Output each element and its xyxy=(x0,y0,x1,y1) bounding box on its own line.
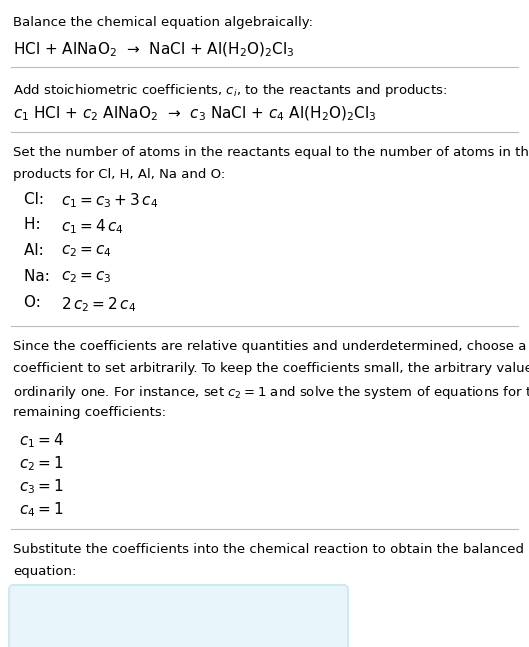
Text: remaining coefficients:: remaining coefficients: xyxy=(13,406,166,419)
Text: Balance the chemical equation algebraically:: Balance the chemical equation algebraica… xyxy=(13,16,313,28)
Text: Na:: Na: xyxy=(24,269,54,284)
Text: Add stoichiometric coefficients, $c_i$, to the reactants and products:: Add stoichiometric coefficients, $c_i$, … xyxy=(13,82,448,98)
Text: Cl:: Cl: xyxy=(24,192,49,206)
Text: $c_4 = 1$: $c_4 = 1$ xyxy=(19,501,63,520)
Text: Set the number of atoms in the reactants equal to the number of atoms in the: Set the number of atoms in the reactants… xyxy=(13,146,529,159)
Text: $c_2 = c_3$: $c_2 = c_3$ xyxy=(61,269,112,285)
Text: $c_2 = c_4$: $c_2 = c_4$ xyxy=(61,243,112,259)
Text: coefficient to set arbitrarily. To keep the coefficients small, the arbitrary va: coefficient to set arbitrarily. To keep … xyxy=(13,362,529,375)
Text: O:: O: xyxy=(24,295,45,310)
Text: $c_1$ HCl + $c_2$ AlNaO$_2$  →  $c_3$ NaCl + $c_4$ Al(H$_2$O)$_2$Cl$_3$: $c_1$ HCl + $c_2$ AlNaO$_2$ → $c_3$ NaCl… xyxy=(13,105,377,123)
Text: Answer:: Answer: xyxy=(21,602,75,615)
Text: $c_2 = 1$: $c_2 = 1$ xyxy=(19,454,63,473)
Text: $c_1 = 4\,c_4$: $c_1 = 4\,c_4$ xyxy=(61,217,124,236)
Text: HCl + AlNaO$_2$  →  NaCl + Al(H$_2$O)$_2$Cl$_3$: HCl + AlNaO$_2$ → NaCl + Al(H$_2$O)$_2$C… xyxy=(13,40,295,58)
Text: $c_1 = 4$: $c_1 = 4$ xyxy=(19,431,63,450)
Text: 4 HCl + AlNaO$_2$  →  NaCl + Al(H$_2$O)$_2$Cl$_3$: 4 HCl + AlNaO$_2$ → NaCl + Al(H$_2$O)$_2… xyxy=(21,628,332,646)
Text: Al:: Al: xyxy=(24,243,49,258)
Text: $c_3 = 1$: $c_3 = 1$ xyxy=(19,477,63,496)
Text: $c_1 = c_3 + 3\,c_4$: $c_1 = c_3 + 3\,c_4$ xyxy=(61,192,158,210)
Text: $2\,c_2 = 2\,c_4$: $2\,c_2 = 2\,c_4$ xyxy=(61,295,136,314)
Text: equation:: equation: xyxy=(13,565,77,578)
Text: Since the coefficients are relative quantities and underdetermined, choose a: Since the coefficients are relative quan… xyxy=(13,340,526,353)
Text: products for Cl, H, Al, Na and O:: products for Cl, H, Al, Na and O: xyxy=(13,168,225,181)
Text: ordinarily one. For instance, set $c_2 = 1$ and solve the system of equations fo: ordinarily one. For instance, set $c_2 =… xyxy=(13,384,529,401)
Text: Substitute the coefficients into the chemical reaction to obtain the balanced: Substitute the coefficients into the che… xyxy=(13,543,524,556)
Text: H:: H: xyxy=(24,217,45,232)
